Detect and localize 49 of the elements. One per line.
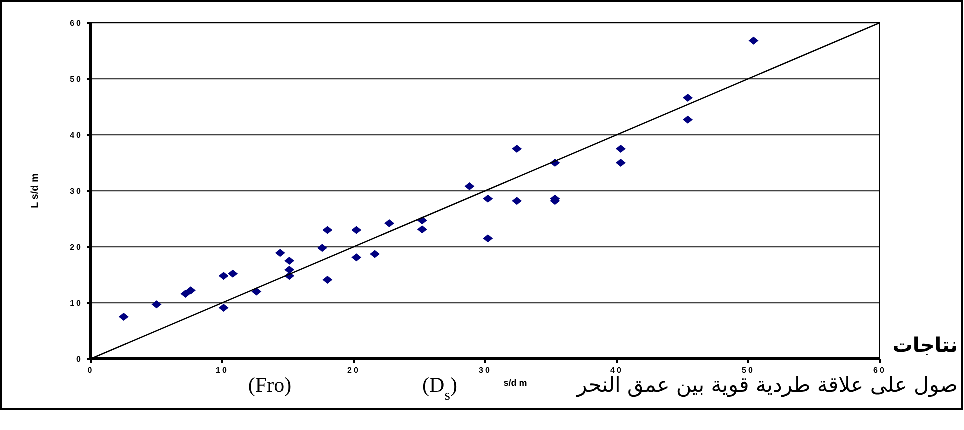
- point: [683, 116, 694, 124]
- point: [322, 226, 333, 234]
- point: [252, 288, 262, 296]
- point: [186, 286, 196, 295]
- y-tick-label: 0: [76, 355, 83, 364]
- point: [748, 36, 759, 45]
- point: [152, 300, 162, 309]
- point: [384, 219, 395, 228]
- y-tick-label: 50: [70, 75, 83, 84]
- x-tick-label: 0: [88, 366, 94, 375]
- point: [118, 313, 129, 321]
- point: [616, 145, 626, 153]
- point: [512, 197, 522, 206]
- x-tick-label: 10: [216, 366, 229, 375]
- y-axis-title: L s/d m: [30, 173, 41, 208]
- point: [483, 234, 494, 243]
- point: [284, 257, 295, 265]
- point: [218, 304, 229, 312]
- point: [317, 244, 328, 252]
- point: [512, 145, 522, 153]
- point: [683, 94, 694, 102]
- text: صول على علاقة طردية قوية بين عمق النحر: [576, 373, 958, 398]
- text: نتاجات: [892, 333, 958, 357]
- point: [483, 194, 494, 203]
- x-tick-label: 40: [610, 366, 624, 375]
- point: [218, 272, 229, 280]
- x-tick-label: 50: [742, 366, 755, 375]
- point: [464, 182, 475, 191]
- point: [352, 226, 362, 234]
- point: [616, 159, 626, 167]
- y-tick-label: 10: [70, 299, 83, 308]
- point: [275, 249, 286, 258]
- y-tick-label: 40: [70, 131, 83, 140]
- point: [322, 276, 333, 284]
- point: [417, 226, 428, 234]
- y-tick-label: 20: [70, 243, 83, 252]
- y-tick-label: 30: [70, 187, 83, 196]
- text: (Fro): [248, 373, 292, 397]
- point: [352, 254, 362, 262]
- point: [284, 266, 295, 274]
- text: (D$_{s}$): [422, 373, 458, 404]
- x-tick-label: 20: [348, 366, 360, 375]
- x-tick-label: 60: [874, 366, 886, 375]
- point: [370, 250, 380, 258]
- point: [228, 270, 238, 278]
- x-axis-title: s/d m: [504, 378, 528, 388]
- x-tick-label: 30: [479, 366, 492, 375]
- point: [180, 290, 191, 298]
- y-tick-label: 60: [70, 19, 83, 28]
